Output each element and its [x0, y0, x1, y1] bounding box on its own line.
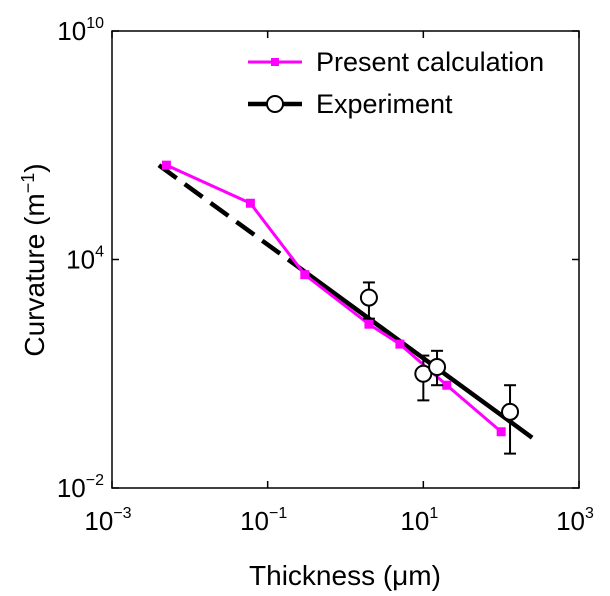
present-calculation-point-0: [161, 160, 171, 170]
x-tick-label-0: 10−3: [84, 505, 131, 536]
legend-item-experiment: Experiment: [248, 89, 453, 119]
present-calculation-point-6: [496, 427, 506, 437]
x-tick-label-exponent-1: −1: [269, 505, 287, 522]
experiment-point-2: [428, 358, 447, 377]
y-tick-label-1: 104: [66, 244, 104, 275]
x-tick-label-base-1: 10: [240, 506, 269, 536]
legend-swatch-marker-experiment: [266, 95, 284, 113]
x-axis-label: Thickness (μm): [249, 560, 441, 591]
plot-frame: [111, 30, 580, 489]
y-tick-label-base-0: 10: [57, 473, 86, 503]
y-axis-label-close: ): [19, 163, 50, 172]
x-tick-label-1: 10−1: [240, 505, 287, 536]
legend-swatch-marker-present-calculation: [271, 58, 279, 66]
x-tick-label-exponent-3: 3: [585, 505, 594, 522]
present-calculation-point-2: [300, 270, 310, 280]
x-tick-label-2: 101: [400, 505, 438, 536]
y-tick-label-exponent-0: −2: [86, 472, 104, 489]
x-tick-label-base-0: 10: [84, 506, 113, 536]
present-calculation-point-5: [442, 380, 452, 390]
x-tick-label-base-2: 10: [400, 506, 429, 536]
y-tick-label-base-2: 10: [57, 16, 86, 46]
y-tick-label-base-1: 10: [66, 245, 95, 275]
y-tick-label-exponent-1: 4: [95, 244, 104, 261]
experiment-fit-line-dashed: [157, 163, 307, 274]
y-axis-label-exponent: −1: [18, 173, 38, 194]
legend-item-present-calculation: Present calculation: [248, 47, 544, 77]
x-tick-label-exponent-0: −3: [113, 505, 131, 522]
y-axis-label: Curvature (m−1): [18, 163, 50, 356]
experiment-point-3: [501, 402, 520, 421]
x-tick-label-3: 103: [556, 505, 594, 536]
x-tick-label-exponent-2: 1: [429, 505, 438, 522]
present-calculation-point-4: [395, 339, 405, 349]
y-tick-label-exponent-2: 10: [86, 15, 104, 32]
x-tick-label-base-3: 10: [556, 506, 585, 536]
y-tick-label-0: 10−2: [57, 472, 104, 503]
legend-label-experiment: Experiment: [316, 89, 453, 119]
legend-label-present-calculation: Present calculation: [316, 47, 544, 77]
experiment-point-0: [359, 288, 378, 307]
y-axis-label-main: Curvature (m: [19, 193, 50, 356]
present-calculation-point-1: [245, 198, 255, 208]
y-tick-label-2: 1010: [57, 15, 104, 46]
present-calculation-point-3: [364, 319, 374, 329]
legend: Present calculation Experiment: [248, 47, 544, 119]
